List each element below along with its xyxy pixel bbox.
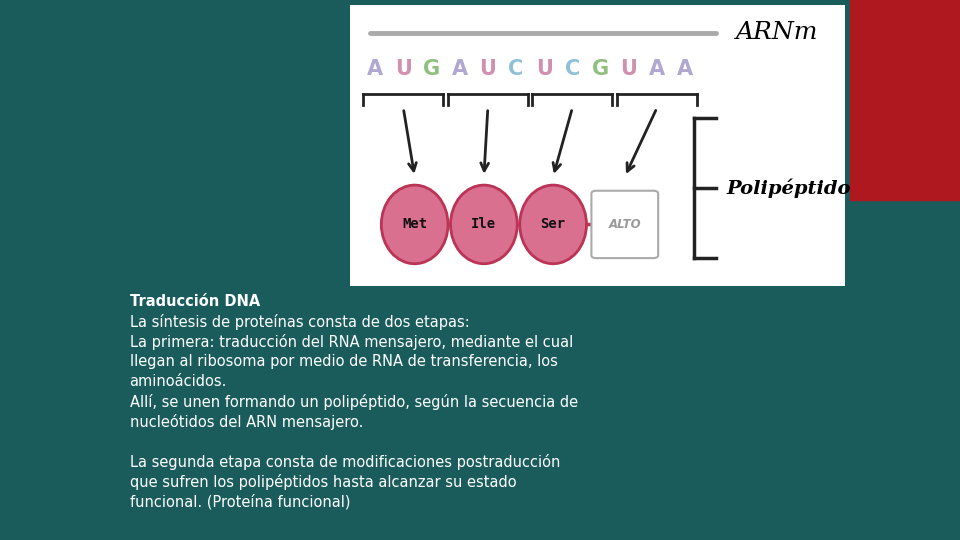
Text: G: G <box>592 58 610 79</box>
Text: Met: Met <box>402 218 427 232</box>
Text: ALTO: ALTO <box>609 218 641 231</box>
Text: A: A <box>677 58 693 79</box>
Text: G: G <box>423 58 440 79</box>
Text: Ile: Ile <box>471 218 496 232</box>
Text: llegan al ribosoma por medio de RNA de transferencia, los: llegan al ribosoma por medio de RNA de t… <box>130 354 558 369</box>
Text: Polipéptido: Polipéptido <box>726 178 851 198</box>
Text: La segunda etapa consta de modificaciones postraducción: La segunda etapa consta de modificacione… <box>130 454 560 470</box>
Text: A: A <box>367 58 383 79</box>
Text: Traducción DNA: Traducción DNA <box>130 294 260 309</box>
FancyBboxPatch shape <box>591 191 659 258</box>
Bar <box>850 0 960 200</box>
Text: U: U <box>620 58 637 79</box>
Text: funcional. (Proteína funcional): funcional. (Proteína funcional) <box>130 494 350 510</box>
Text: nucleótidos del ARN mensajero.: nucleótidos del ARN mensajero. <box>130 414 363 430</box>
Text: que sufren los polipéptidos hasta alcanzar su estado: que sufren los polipéptidos hasta alcanz… <box>130 474 516 490</box>
Text: Ser: Ser <box>540 218 565 232</box>
Text: La síntesis de proteínas consta de dos etapas:: La síntesis de proteínas consta de dos e… <box>130 314 469 330</box>
Text: A: A <box>649 58 665 79</box>
Text: aminoácidos.: aminoácidos. <box>130 374 227 389</box>
Text: C: C <box>564 58 580 79</box>
Text: ARNm: ARNm <box>736 21 819 44</box>
Text: U: U <box>479 58 496 79</box>
Bar <box>350 5 845 286</box>
Text: U: U <box>395 58 412 79</box>
Text: La primera: traducción del RNA mensajero, mediante el cual: La primera: traducción del RNA mensajero… <box>130 334 573 350</box>
Ellipse shape <box>381 185 448 264</box>
Text: U: U <box>536 58 553 79</box>
Ellipse shape <box>519 185 587 264</box>
Ellipse shape <box>450 185 517 264</box>
Text: A: A <box>451 58 468 79</box>
Text: Allí, se unen formando un polipéptido, según la secuencia de: Allí, se unen formando un polipéptido, s… <box>130 394 578 410</box>
Text: C: C <box>509 58 523 79</box>
